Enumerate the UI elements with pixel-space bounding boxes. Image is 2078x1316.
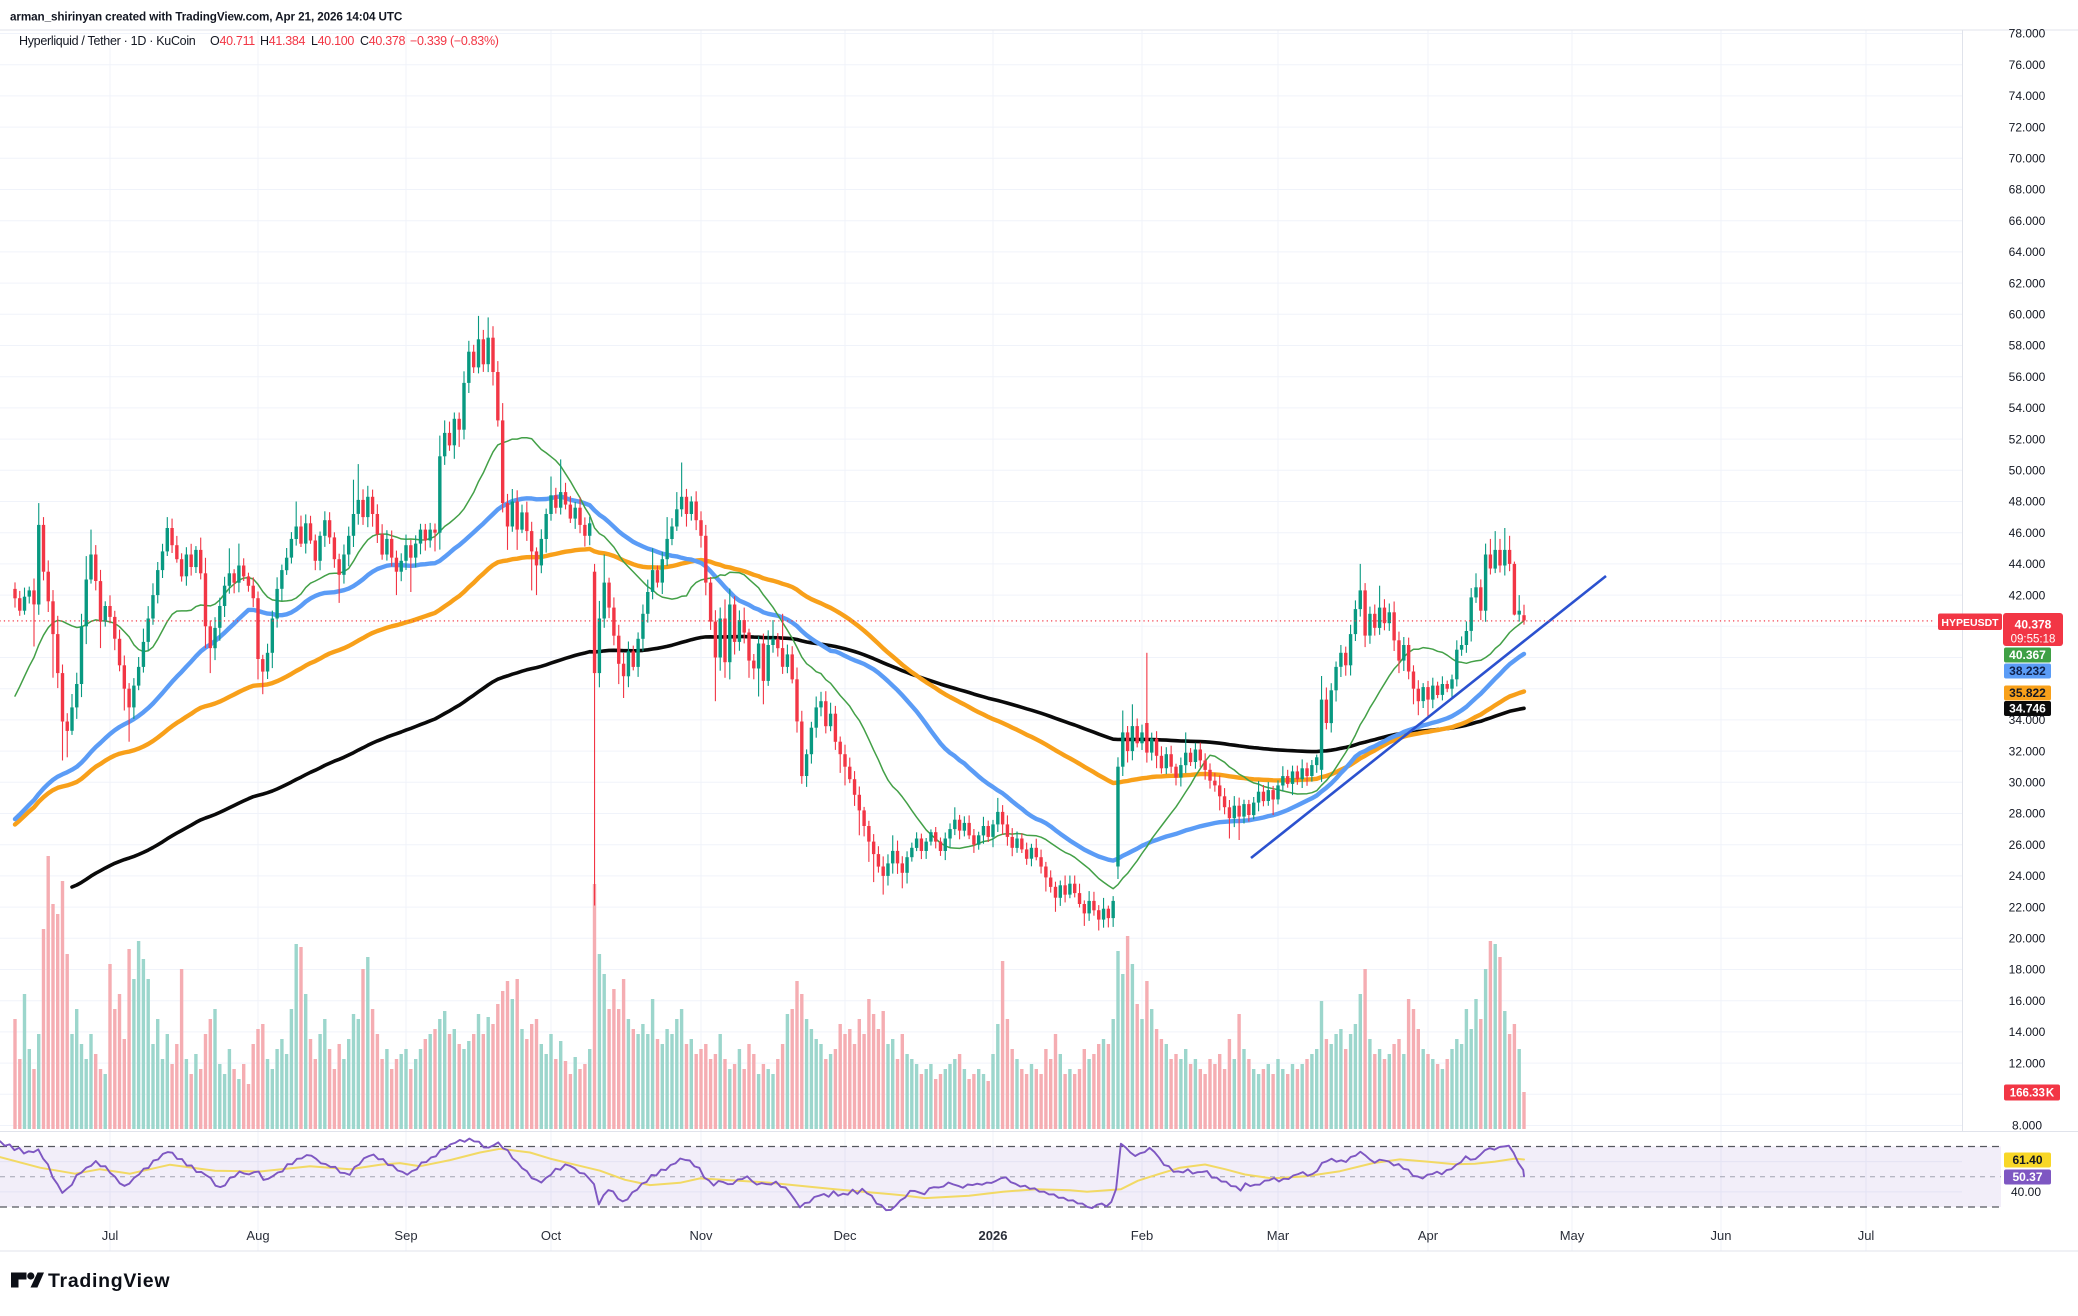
svg-text:64.000: 64.000 [2009, 245, 2046, 259]
svg-text:14.000: 14.000 [2009, 1025, 2046, 1039]
svg-text:HYPEUSDT: HYPEUSDT [1941, 617, 1999, 629]
svg-text:34.000: 34.000 [2009, 713, 2046, 727]
svg-text:Jun: Jun [1711, 1228, 1732, 1243]
svg-text:56.000: 56.000 [2009, 370, 2046, 384]
svg-text:166.33 K: 166.33 K [2010, 1088, 2055, 1100]
svg-text:18.000: 18.000 [2009, 963, 2046, 977]
svg-text:Sep: Sep [394, 1228, 417, 1243]
svg-text:Hyperliquid / Tether · 1D · Ku: Hyperliquid / Tether · 1D · KuCoin O40.71… [19, 34, 499, 48]
svg-text:Jul: Jul [1858, 1228, 1875, 1243]
svg-text:26.000: 26.000 [2009, 838, 2046, 852]
svg-text:40.00: 40.00 [2011, 1185, 2041, 1199]
svg-text:74.000: 74.000 [2009, 89, 2046, 103]
svg-text:66.000: 66.000 [2009, 214, 2046, 228]
svg-text:54.000: 54.000 [2009, 401, 2046, 415]
svg-text:42.000: 42.000 [2009, 588, 2046, 602]
svg-text:28.000: 28.000 [2009, 807, 2046, 821]
svg-text:38.232: 38.232 [2009, 664, 2046, 678]
svg-text:20.000: 20.000 [2009, 932, 2046, 946]
svg-text:44.000: 44.000 [2009, 557, 2046, 571]
svg-text:30.000: 30.000 [2009, 776, 2046, 790]
svg-text:Mar: Mar [1267, 1228, 1290, 1243]
svg-text:Jul: Jul [102, 1228, 119, 1243]
svg-text:TradingView: TradingView [48, 1270, 170, 1292]
svg-text:52.000: 52.000 [2009, 432, 2046, 446]
svg-text:70.000: 70.000 [2009, 152, 2046, 166]
svg-text:48.000: 48.000 [2009, 495, 2046, 509]
svg-text:58.000: 58.000 [2009, 339, 2046, 353]
svg-text:35.822: 35.822 [2009, 686, 2046, 700]
svg-text:61.40: 61.40 [2012, 1153, 2042, 1167]
svg-text:Aug: Aug [246, 1228, 269, 1243]
svg-text:16.000: 16.000 [2009, 994, 2046, 1008]
svg-text:22.000: 22.000 [2009, 900, 2046, 914]
svg-text:40.367: 40.367 [2009, 648, 2046, 662]
svg-text:34.746: 34.746 [2009, 702, 2046, 716]
svg-text:May: May [1560, 1228, 1585, 1243]
svg-text:Dec: Dec [833, 1228, 857, 1243]
svg-text:Apr: Apr [1418, 1228, 1439, 1243]
svg-text:8.000: 8.000 [2012, 1119, 2042, 1133]
svg-text:72.000: 72.000 [2009, 120, 2046, 134]
svg-text:46.000: 46.000 [2009, 526, 2046, 540]
svg-text:50.37: 50.37 [2012, 1170, 2042, 1184]
svg-text:60.000: 60.000 [2009, 308, 2046, 322]
svg-text:32.000: 32.000 [2009, 744, 2046, 758]
svg-text:2026: 2026 [979, 1228, 1008, 1243]
svg-text:62.000: 62.000 [2009, 276, 2046, 290]
svg-text:24.000: 24.000 [2009, 869, 2046, 883]
svg-text:09:55:18: 09:55:18 [2011, 634, 2056, 646]
svg-text:78.000: 78.000 [2009, 27, 2046, 41]
svg-text:50.000: 50.000 [2009, 464, 2046, 478]
svg-text:Oct: Oct [541, 1228, 562, 1243]
svg-text:Feb: Feb [1131, 1228, 1153, 1243]
svg-text:40.378: 40.378 [2015, 618, 2052, 632]
svg-text:68.000: 68.000 [2009, 183, 2046, 197]
svg-text:Nov: Nov [689, 1228, 713, 1243]
svg-text:arman_shirinyan created with T: arman_shirinyan created with TradingView… [10, 11, 403, 24]
svg-text:76.000: 76.000 [2009, 58, 2046, 72]
svg-text:12.000: 12.000 [2009, 1056, 2046, 1070]
